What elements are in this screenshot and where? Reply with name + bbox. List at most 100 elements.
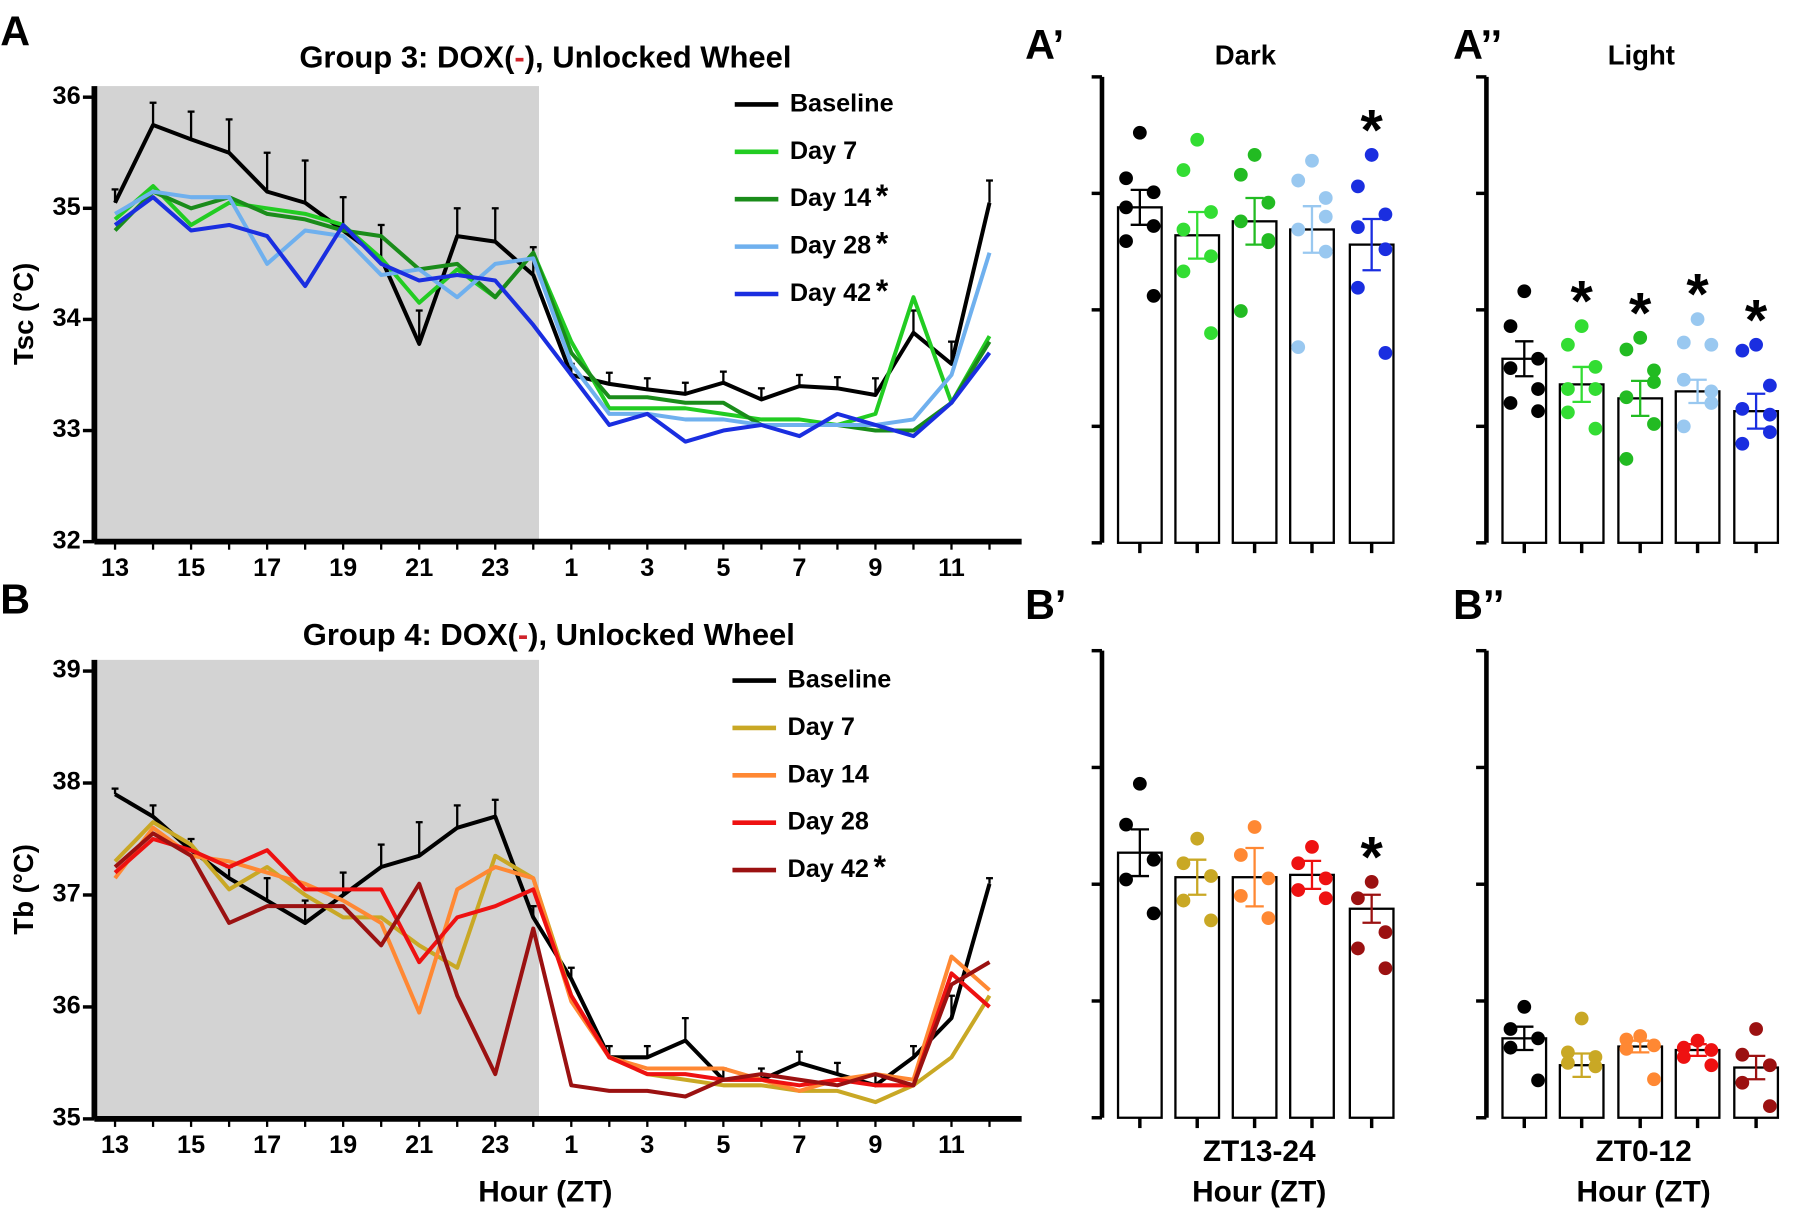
data-point (1261, 195, 1276, 210)
x-tick-label: 9 (868, 554, 882, 582)
legend-name: Baseline (788, 665, 892, 693)
y-axis-label: Tb (°C) (8, 844, 39, 935)
x-tick-label: 1 (564, 1131, 578, 1159)
legend-name: Day 14 (788, 760, 869, 788)
chart-title: Group 3: DOX(-), Unlocked Wheel (299, 40, 791, 75)
data-point (1176, 222, 1191, 237)
data-point (1291, 883, 1306, 897)
x-tick-label: 13 (101, 554, 129, 582)
bar (1231, 220, 1278, 544)
x-tick-label: 7 (792, 554, 806, 582)
data-point (1503, 1022, 1518, 1036)
title-part: Group 3: DOX( (299, 40, 515, 75)
bar (1174, 876, 1221, 1119)
legend-name: Day 14 (790, 184, 871, 212)
data-point (1704, 1058, 1719, 1073)
dark-phase-shading (94, 86, 540, 542)
data-point (1204, 326, 1218, 341)
data-point (1378, 346, 1393, 360)
data-point (1351, 220, 1365, 235)
data-point (1762, 378, 1777, 393)
series-line (113, 122, 992, 402)
title-part: ), Unlocked Wheel (525, 40, 792, 75)
data-point (1233, 167, 1248, 182)
legend-name: Day 42 (790, 279, 871, 307)
data-point (1749, 337, 1763, 352)
data-point (1132, 776, 1147, 791)
bar (1174, 234, 1221, 544)
data-point (1561, 1055, 1575, 1070)
data-point (1704, 337, 1719, 352)
data-point (1676, 335, 1691, 350)
x-tick-label: 7 (792, 1131, 806, 1159)
data-point (1318, 191, 1333, 205)
series-line (113, 195, 992, 444)
data-point (1676, 419, 1691, 434)
data-point (1503, 361, 1518, 375)
data-point (1619, 452, 1634, 466)
data-point (1531, 1031, 1545, 1046)
panel-label: A’’ (1453, 22, 1502, 68)
panel-label: A’ (1025, 22, 1064, 68)
data-point (1318, 871, 1333, 886)
chart-title: Dark (1215, 40, 1277, 71)
data-point (1762, 1099, 1777, 1113)
data-point (1588, 360, 1603, 374)
data-point (1704, 1043, 1719, 1057)
data-point (1647, 375, 1661, 389)
legend-name: Day 7 (788, 713, 855, 741)
data-point (1735, 401, 1750, 416)
legend-entry: Day 14 (788, 760, 869, 788)
x-tick-label: 23 (481, 554, 509, 582)
bar (1348, 907, 1395, 1119)
data-point (1619, 342, 1634, 357)
data-point (1633, 330, 1648, 345)
y-tick-label: 34 (53, 304, 81, 332)
data-point (1233, 889, 1248, 903)
data-point (1762, 1058, 1777, 1073)
x-axis-label: ZT13-24 (1203, 1135, 1316, 1168)
data-point (1735, 1047, 1750, 1062)
data-point (1647, 1072, 1661, 1087)
data-point (1261, 871, 1276, 886)
data-point (1619, 390, 1634, 405)
data-point (1204, 913, 1218, 928)
data-point (1749, 1022, 1763, 1036)
data-point (1690, 312, 1705, 327)
data-point (1619, 1041, 1634, 1056)
data-point (1647, 1038, 1661, 1053)
x-tick-label: 11 (938, 554, 965, 582)
y-tick-label: 36 (53, 82, 81, 110)
x-tick-label: 17 (253, 1131, 281, 1159)
chart-title: Group 4: DOX(-), Unlocked Wheel (303, 617, 795, 652)
panel-label: B’’ (1453, 582, 1504, 628)
series-line (113, 836, 991, 1088)
data-point (1291, 222, 1306, 237)
data-point (1517, 999, 1532, 1014)
data-point (1588, 1059, 1603, 1074)
data-point (1378, 242, 1393, 257)
legend-name: Baseline (790, 89, 894, 117)
x-axis-label: ZT0-12 (1596, 1135, 1692, 1168)
x-tick-label: 5 (716, 554, 730, 582)
data-point (1676, 372, 1691, 387)
significance-mark: * (1686, 263, 1709, 327)
data-point (1291, 173, 1306, 188)
legend-mark: * (876, 273, 889, 309)
data-point (1561, 1045, 1575, 1060)
data-point (1305, 839, 1319, 854)
data-point (1204, 249, 1218, 264)
data-point (1119, 200, 1133, 215)
data-point (1351, 280, 1365, 295)
significance-mark: * (1745, 288, 1768, 352)
legend-entry: Day 14 * (790, 179, 889, 215)
data-point (1176, 163, 1191, 177)
y-tick-label: 33 (53, 415, 81, 443)
data-point (1176, 856, 1191, 871)
x-tick-label: 9 (868, 1131, 882, 1159)
data-point (1261, 233, 1276, 247)
data-point (1204, 205, 1218, 219)
data-point (1146, 288, 1161, 303)
data-point (1531, 404, 1545, 419)
data-point (1146, 906, 1161, 921)
